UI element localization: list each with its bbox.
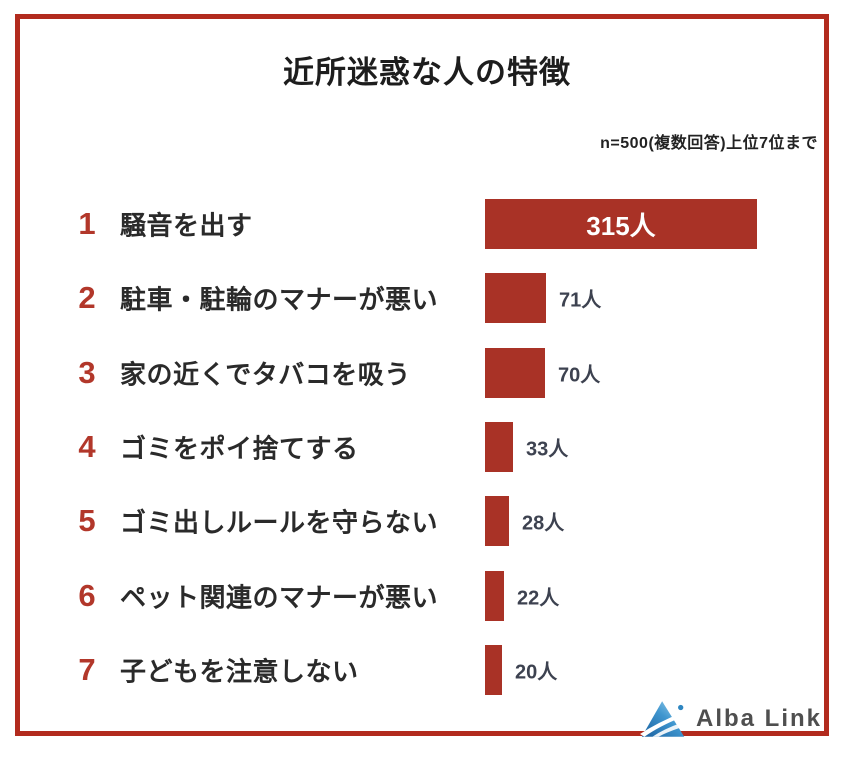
rank-label: 4 — [78, 429, 96, 465]
chart-title: 近所迷惑な人の特徴 — [283, 55, 571, 90]
value-bar — [485, 347, 545, 398]
chart-row: 7 子どもを注意しない 20人 — [0, 633, 854, 707]
logo-text: Alba Link — [695, 705, 822, 732]
category-label: 子どもを注意しない — [120, 656, 359, 687]
rank-label: 6 — [78, 577, 96, 613]
rank-label: 2 — [78, 280, 96, 316]
value-label: 70人 — [558, 364, 601, 387]
chart-rows: 1 騒音を出す 315人 2 駐車・駐輪のマナーが悪い 71人 3 家の近くでタバコを吸う 70… — [0, 187, 854, 707]
value-bar — [485, 496, 509, 547]
value-label: 71人 — [559, 289, 602, 312]
chart-row: 4 ゴミをポイ捨てする 33人 — [0, 410, 854, 484]
category-label: ゴミをポイ捨てする — [120, 433, 359, 464]
chart-row: 5 ゴミ出しルールを守らない 28人 — [0, 484, 854, 558]
rank-label: 5 — [78, 503, 96, 539]
value-label: 33人 — [526, 438, 569, 461]
chart-row: 3 家の近くでタバコを吸う 70人 — [0, 336, 854, 410]
value-bar: 315人 — [485, 199, 757, 250]
alba-link-triangle-icon — [639, 699, 686, 739]
chart-row: 1 騒音を出す 315人 — [0, 187, 854, 261]
alba-link-logo: Alba Link — [639, 699, 822, 739]
value-label: 22人 — [517, 587, 560, 610]
value-bar — [485, 644, 502, 695]
value-label: 28人 — [522, 512, 565, 535]
category-label: 家の近くでタバコを吸う — [120, 359, 411, 390]
category-label: ゴミ出しルールを守らない — [120, 507, 439, 538]
chart-row: 6 ペット関連のマナーが悪い 22人 — [0, 558, 854, 632]
value-label: 20人 — [515, 661, 558, 684]
category-label: ペット関連のマナーが悪い — [120, 582, 439, 613]
value-label: 315人 — [586, 210, 656, 241]
category-label: 騒音を出す — [120, 210, 253, 241]
chart-note: n=500(複数回答)上位7位まで — [600, 135, 818, 152]
rank-label: 1 — [78, 206, 96, 242]
chart-row: 2 駐車・駐輪のマナーが悪い 71人 — [0, 261, 854, 335]
rank-label: 7 — [78, 651, 96, 687]
value-bar — [485, 422, 513, 473]
category-label: 駐車・駐輪のマナーが悪い — [120, 284, 439, 315]
rank-label: 3 — [78, 354, 96, 390]
value-bar — [485, 273, 546, 324]
page-frame — [15, 14, 829, 736]
value-bar — [485, 570, 504, 621]
